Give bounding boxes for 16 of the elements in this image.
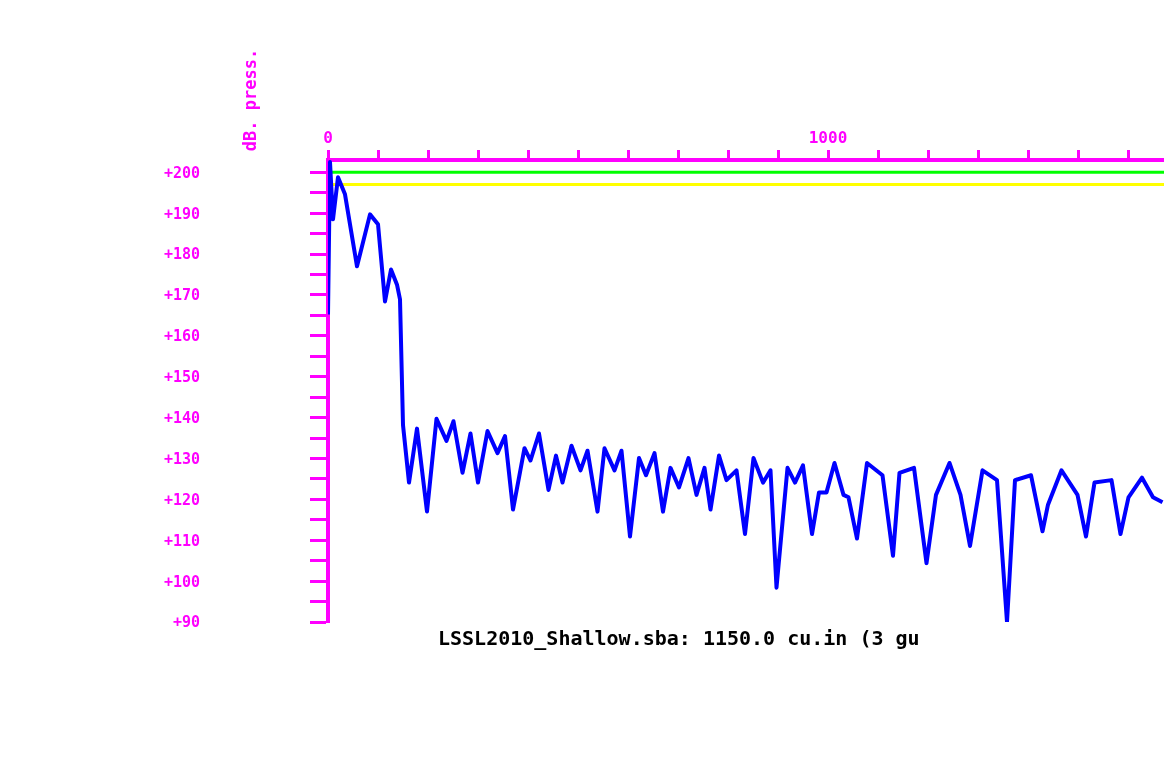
y-tick-label: +180 [163,245,200,264]
y-tick-label: +150 [163,368,200,387]
y-tick-label: +170 [163,286,200,305]
y-tick-label: +120 [163,490,200,509]
y-tick-label: +200 [163,163,200,182]
y-axis-title: dB. press. [240,48,261,152]
x-tick-label: 0 [323,127,333,147]
y-tick-label: +140 [163,408,200,427]
y-tick-label: +100 [163,572,200,591]
text: LSSL2010_Shallow.sba: 1150.0 cu.in (3 gu [438,626,920,651]
y-tick-label: +110 [163,531,200,550]
y-tick-label: +90 [172,613,200,632]
y-tick-label: +130 [163,449,200,468]
x-tick-label: 1000 [808,127,848,147]
y-tick-label: +190 [163,204,200,223]
y-tick-label: +160 [163,327,200,346]
